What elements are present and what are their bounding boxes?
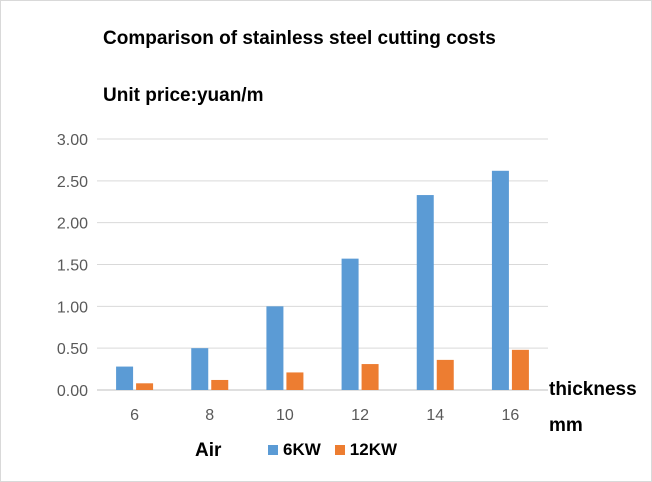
y-tick-label: 2.00 [57,216,88,233]
x-axis-label-unit: mm [549,415,583,436]
bar-6kw-14 [416,195,434,390]
bar-6kw-6 [116,366,134,390]
bar-6kw-16 [491,170,509,390]
legend-swatch-12kw [334,445,345,455]
x-tick-label: 12 [351,407,369,424]
bar-12kw-6 [136,383,154,390]
legend-title: Air [195,440,222,461]
bar-6kw-12 [341,258,359,390]
y-axis-unit-label: Unit price:yuan/m [103,85,264,106]
x-tick-label: 10 [276,407,294,424]
legend-item-6kw: 6KW [268,440,321,460]
bar-12kw-10 [286,372,304,390]
x-tick-label: 16 [502,407,520,424]
y-tick-label: 0.50 [57,341,88,358]
bar-12kw-16 [511,349,529,390]
y-tick-label: 1.50 [57,258,88,275]
x-axis-label-thickness: thickness [549,379,637,400]
bar-6kw-8 [191,348,209,390]
y-tick-label: 2.50 [57,174,88,191]
x-tick-label: 6 [130,407,139,424]
bar-12kw-8 [211,379,229,390]
legend-label-6kw: 6KW [283,440,321,459]
legend-label-12kw: 12KW [349,440,398,459]
legend-swatch-6kw [268,445,278,455]
x-tick-label: 8 [205,407,214,424]
legend-item-12kw: 12KW [334,440,398,460]
y-tick-label: 0.00 [57,383,88,400]
y-tick-label: 3.00 [57,132,88,149]
legend: 6KW 12KW [268,440,397,460]
y-tick-label: 1.00 [57,299,88,316]
bar-6kw-10 [266,306,284,390]
chart-title: Comparison of stainless steel cutting co… [103,28,496,49]
x-tick-label: 14 [426,407,444,424]
bar-12kw-14 [436,359,454,390]
bar-12kw-12 [361,364,379,390]
